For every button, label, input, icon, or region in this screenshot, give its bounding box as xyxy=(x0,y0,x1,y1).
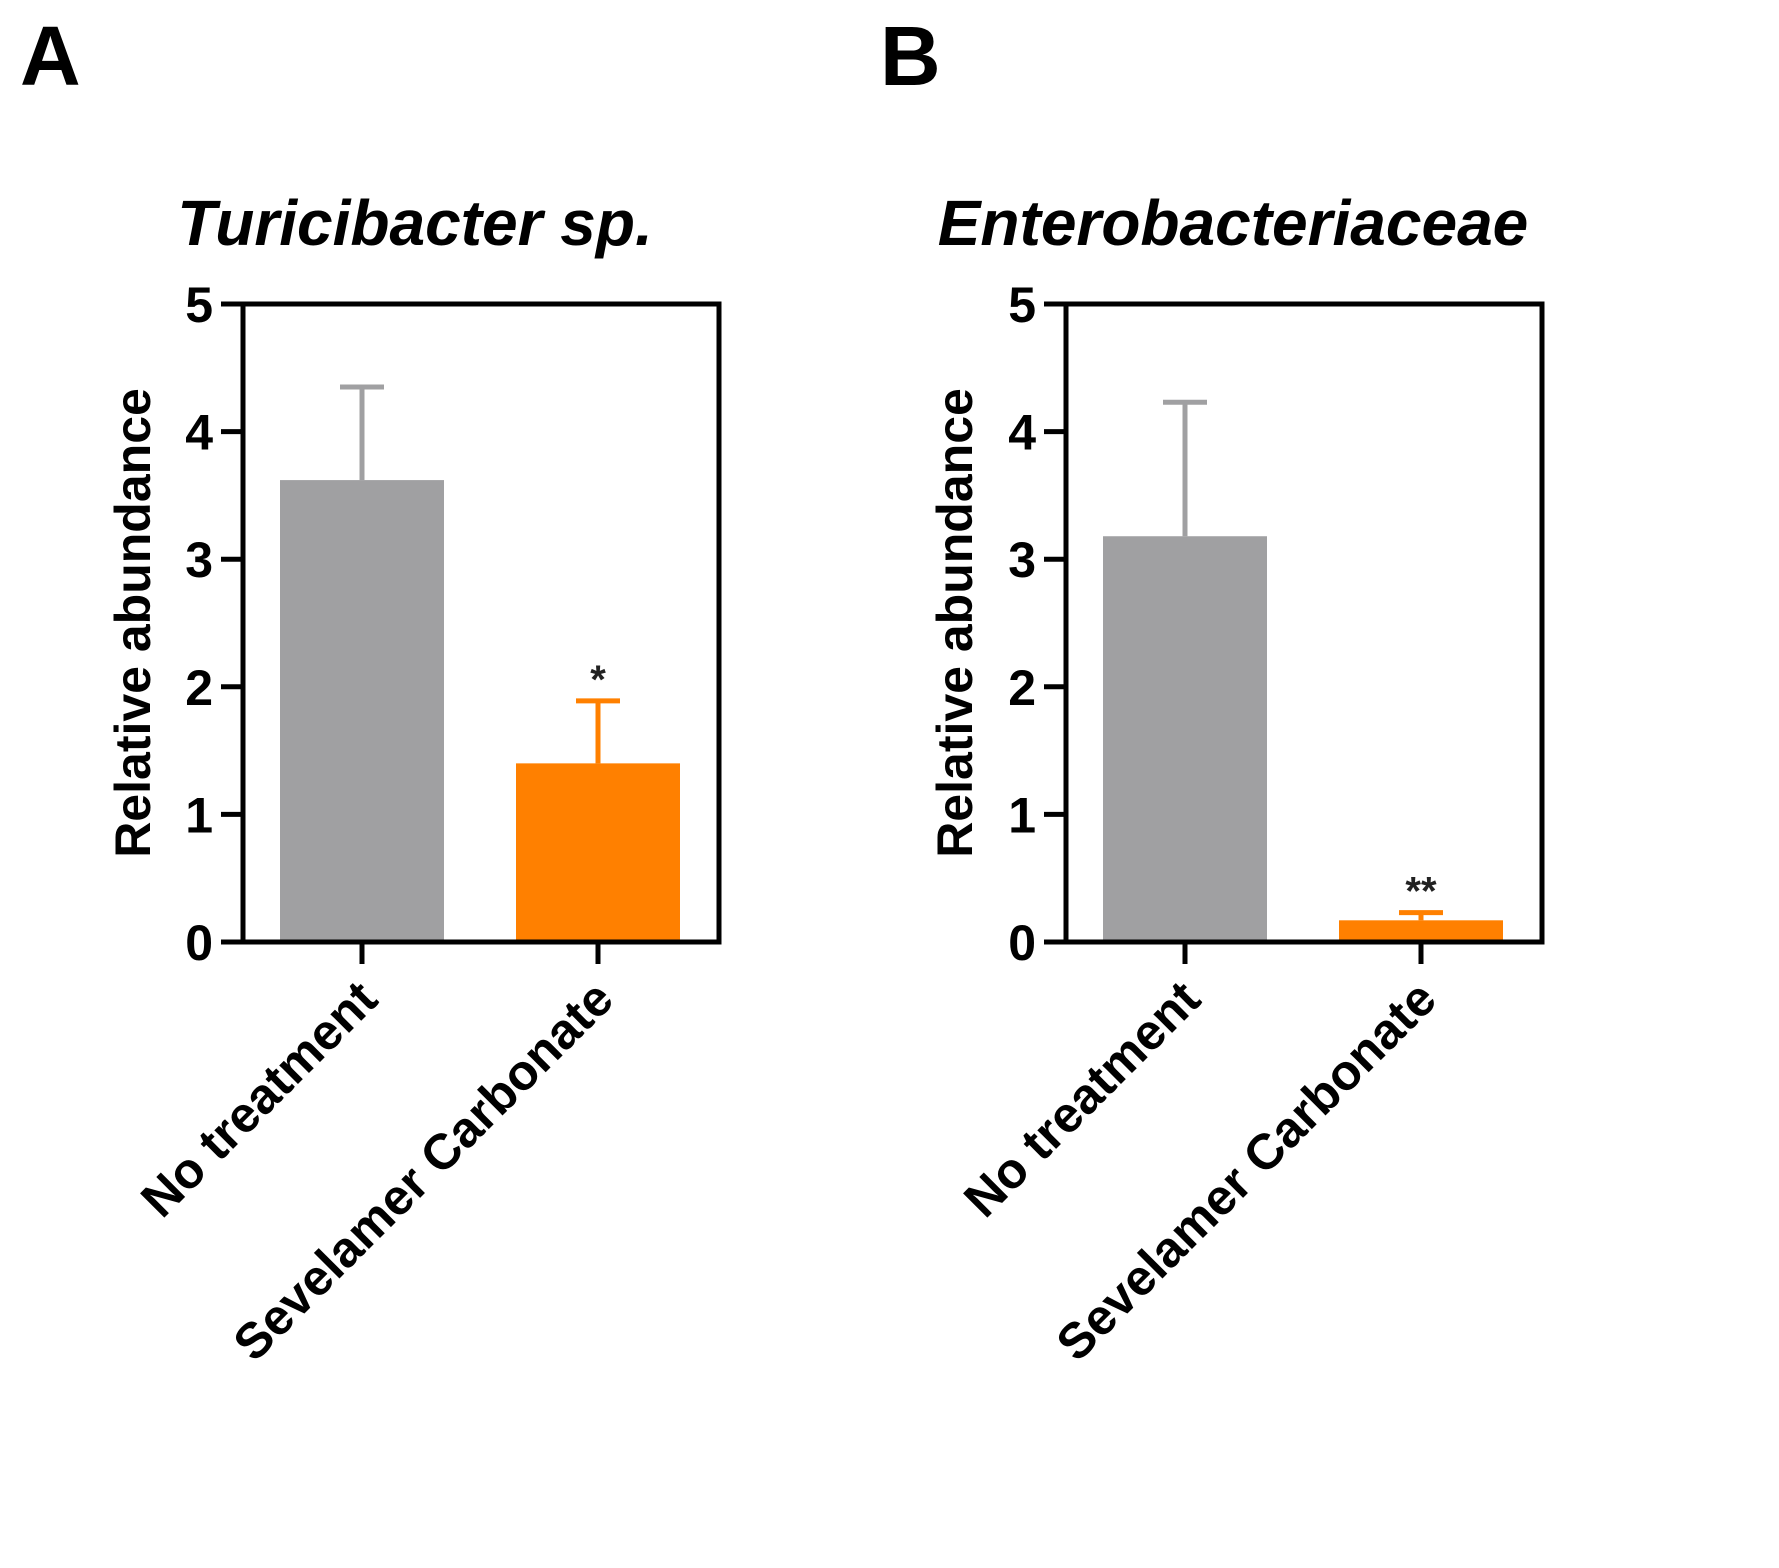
panel-b: B Enterobacteriaceae Relative abundance … xyxy=(880,9,1545,1371)
chart-title-a: Turicibacter sp. xyxy=(177,187,652,259)
significance-marker: * xyxy=(590,658,606,702)
y-tick-label: 5 xyxy=(1008,277,1036,333)
panel-letter-b: B xyxy=(880,9,941,103)
y-tick-label: 5 xyxy=(185,277,213,333)
category-label: Sevelamer Carbonate xyxy=(223,970,624,1371)
y-tick-label: 4 xyxy=(185,405,213,461)
y-tick-label: 0 xyxy=(185,915,213,971)
y-tick-label: 1 xyxy=(185,787,213,843)
panel-letter-a: A xyxy=(20,9,81,103)
y-axis-label-a: Relative abundance xyxy=(105,388,161,858)
category-label: No treatment xyxy=(130,970,388,1228)
bar-no-treatment xyxy=(280,480,444,942)
panel-a: A Turicibacter sp. Relative abundance 0 1… xyxy=(20,9,722,1371)
plot-frame-b xyxy=(1063,301,1545,945)
bar-sevelamer-carbonate xyxy=(1339,920,1503,942)
y-tick-label: 2 xyxy=(1008,660,1036,716)
y-tick-label: 3 xyxy=(185,532,213,588)
y-tick-label: 0 xyxy=(1008,915,1036,971)
plot-frame-a xyxy=(240,301,722,945)
significance-marker: ** xyxy=(1405,870,1437,914)
y-tick-label: 4 xyxy=(1008,405,1036,461)
bar-sevelamer-carbonate xyxy=(516,763,680,942)
y-tick-label: 1 xyxy=(1008,787,1036,843)
category-label: No treatment xyxy=(953,970,1211,1228)
y-tick-label: 2 xyxy=(185,660,213,716)
category-label: Sevelamer Carbonate xyxy=(1046,970,1447,1371)
y-tick-label: 3 xyxy=(1008,532,1036,588)
chart-title-b: Enterobacteriaceae xyxy=(938,187,1529,259)
y-axis-label-b: Relative abundance xyxy=(927,388,983,858)
bar-no-treatment xyxy=(1103,536,1267,942)
